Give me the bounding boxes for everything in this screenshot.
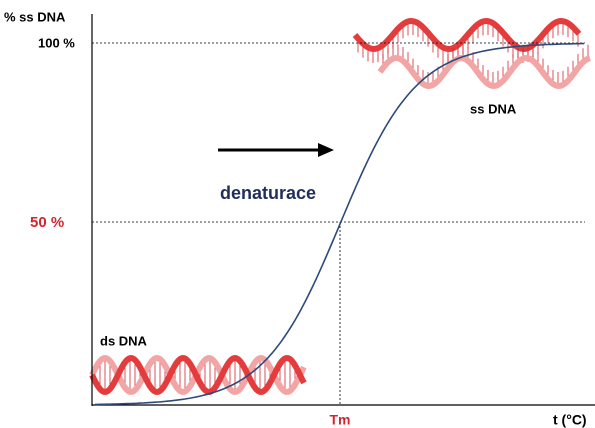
strand xyxy=(377,54,591,90)
y-axis-label: % ss DNA xyxy=(4,9,66,24)
y-mark-50: 50 % xyxy=(30,214,64,231)
x-mark-tm: Tm xyxy=(330,412,351,428)
ds-dna-label: ds DNA xyxy=(100,333,148,348)
arrow-label: denaturace xyxy=(220,183,316,203)
arrow-head xyxy=(318,143,334,157)
ss-dna-label: ss DNA xyxy=(470,101,517,116)
melting-curve xyxy=(95,42,584,406)
x-axis-label: t (°C) xyxy=(553,412,587,428)
y-mark-100: 100 % xyxy=(38,35,75,50)
strand xyxy=(89,355,307,395)
strand xyxy=(352,17,582,53)
strand xyxy=(89,355,307,395)
dna-illustrations xyxy=(89,17,591,395)
